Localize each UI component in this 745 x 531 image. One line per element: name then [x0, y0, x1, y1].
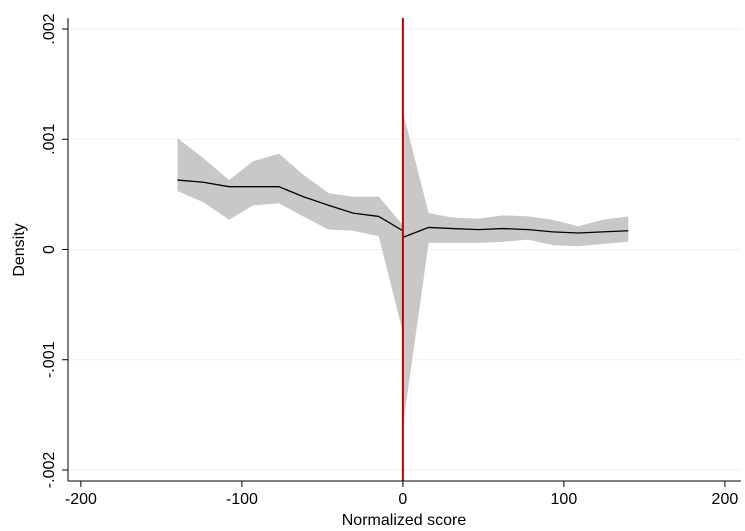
y-axis-label: Density: [11, 223, 28, 276]
x-tick-label: 100: [551, 491, 578, 508]
density-line: [402, 226, 629, 238]
x-axis-label: Normalized score: [342, 512, 467, 529]
y-tick-label: .001: [41, 124, 58, 155]
y-tick-label: -.001: [41, 341, 58, 378]
x-tick-label: -100: [226, 491, 258, 508]
x-tick-label: 200: [712, 491, 739, 508]
density-line: [177, 179, 404, 232]
y-tick-label: -.002: [41, 452, 58, 489]
x-tick-label: 0: [398, 491, 407, 508]
confidence-band: [402, 111, 629, 426]
confidence-band: [177, 138, 403, 333]
y-tick-label: .002: [41, 13, 58, 44]
y-tick-label: 0: [41, 245, 58, 254]
x-tick-label: -200: [65, 491, 97, 508]
